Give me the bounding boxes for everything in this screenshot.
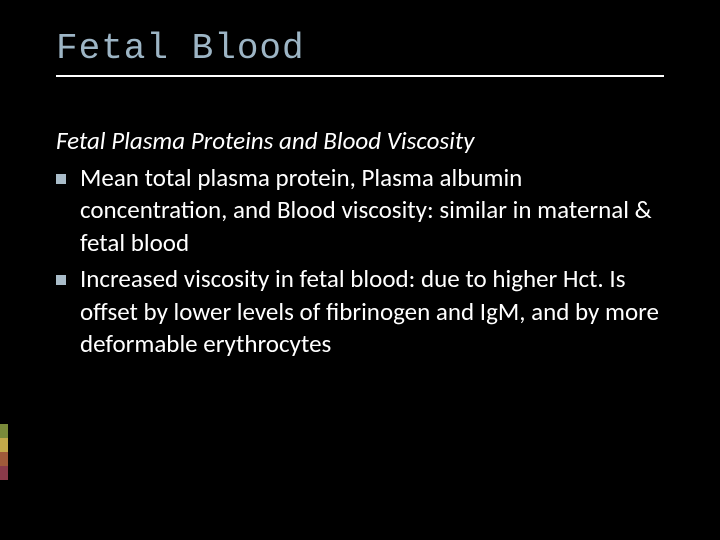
bullet-icon	[56, 174, 66, 184]
accent-seg-0	[0, 424, 8, 438]
bullet-text: Mean total plasma protein, Plasma albumi…	[80, 162, 664, 260]
accent-seg-3	[0, 466, 8, 480]
accent-stripe	[0, 424, 8, 480]
accent-seg-2	[0, 452, 8, 466]
slide: Fetal Blood Fetal Plasma Proteins and Bl…	[0, 0, 720, 540]
list-item: Mean total plasma protein, Plasma albumi…	[56, 162, 664, 260]
accent-seg-1	[0, 438, 8, 452]
bullet-icon	[56, 275, 66, 285]
slide-title: Fetal Blood	[56, 28, 664, 69]
bullet-text: Increased viscosity in fetal blood: due …	[80, 263, 664, 361]
title-underline	[56, 75, 664, 77]
slide-content: Fetal Plasma Proteins and Blood Viscosit…	[56, 125, 664, 361]
list-item: Increased viscosity in fetal blood: due …	[56, 263, 664, 361]
title-block: Fetal Blood	[56, 28, 664, 77]
slide-subtitle: Fetal Plasma Proteins and Blood Viscosit…	[56, 125, 664, 158]
